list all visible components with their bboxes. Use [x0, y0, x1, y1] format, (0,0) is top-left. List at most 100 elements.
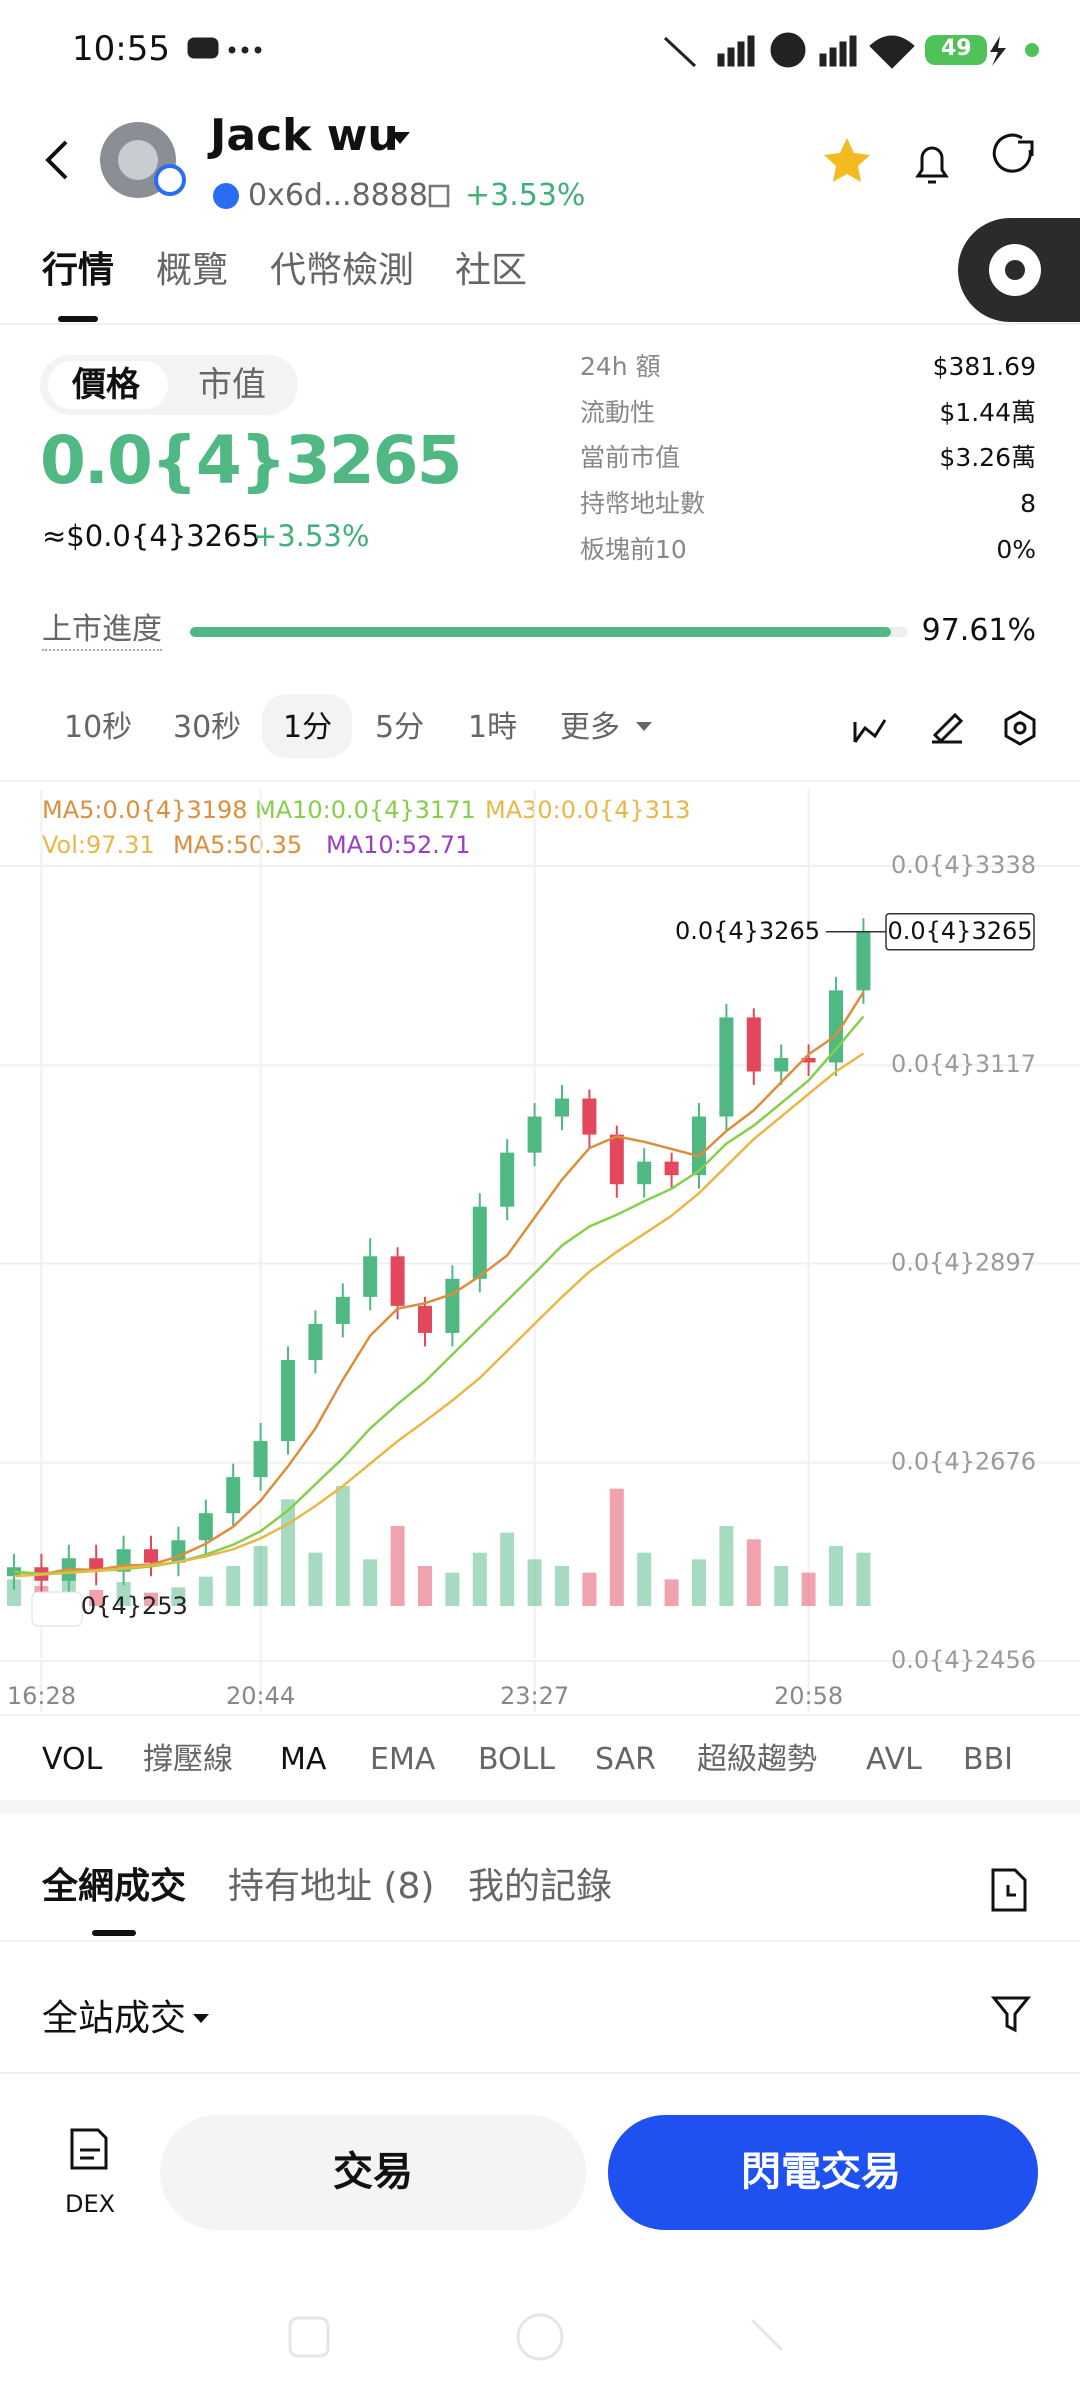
toggle-active[interactable] — [48, 361, 168, 409]
stat-value: $3.26萬 — [939, 443, 1036, 472]
candle-body — [719, 1017, 734, 1117]
favorite-star[interactable] — [824, 138, 870, 182]
indicator[interactable]: BBI — [963, 1742, 1014, 1777]
tab[interactable]: 行情 — [42, 250, 115, 291]
stat-value: 8 — [1020, 489, 1036, 518]
indicator[interactable]: MA — [280, 1742, 327, 1777]
legend-entry: MA5:50.35 — [173, 831, 302, 859]
timeframe[interactable]: 30秒 — [173, 710, 242, 745]
header-change: +3.53% — [465, 178, 586, 213]
expand-icon[interactable] — [31, 1591, 83, 1627]
filter-icon[interactable] — [990, 1996, 1032, 2033]
volume-bar — [198, 1576, 213, 1606]
tab[interactable]: 概覽 — [156, 250, 229, 291]
tab-underline — [58, 316, 98, 322]
volume-bar — [89, 1590, 104, 1606]
candle-body — [856, 931, 871, 991]
stat-label: 當前市值 — [580, 443, 681, 472]
candle-body — [500, 1152, 515, 1207]
volume-bar — [609, 1488, 624, 1606]
filter-caret[interactable] — [193, 2014, 209, 2023]
settings-icon[interactable] — [1004, 710, 1036, 746]
flash-trade-label[interactable]: 閃電交易 — [741, 2149, 901, 2195]
chain-icon — [213, 183, 239, 209]
flash-trade-button[interactable] — [608, 2115, 1038, 2230]
timeframe-active[interactable] — [262, 694, 352, 758]
toggle-option[interactable]: 價格 — [72, 365, 140, 405]
indicator[interactable]: BOLL — [478, 1742, 556, 1777]
volume-bar — [335, 1486, 350, 1606]
timeframe[interactable]: 更多 — [560, 710, 620, 745]
token-address[interactable]: 0x6d...8888 — [248, 178, 428, 213]
y-tick-label: 0.0{4}2676 — [891, 1448, 1036, 1476]
timeframe[interactable]: 10秒 — [64, 710, 133, 745]
history-icon[interactable] — [991, 1868, 1027, 1912]
candle-body — [390, 1256, 405, 1306]
tab[interactable]: 代幣檢測 — [270, 250, 415, 291]
stat-label: 持幣地址數 — [580, 489, 706, 518]
indicator[interactable]: VOL — [42, 1742, 103, 1777]
timeframe[interactable]: 5分 — [375, 710, 425, 745]
price: 0.0{4}3265 — [40, 422, 463, 499]
candle-body — [801, 1057, 816, 1063]
indicator[interactable]: 超級趨勢 — [697, 1742, 817, 1777]
progress-track — [190, 627, 908, 637]
volume-bar — [829, 1546, 843, 1606]
candle-body — [664, 1161, 679, 1176]
draw-icon[interactable] — [932, 712, 964, 744]
alert-bell[interactable] — [915, 146, 949, 184]
share-icon[interactable] — [992, 133, 1034, 173]
settings-icon-center — [1013, 721, 1027, 735]
candle-body — [335, 1296, 350, 1324]
toggle-option[interactable]: 市值 — [198, 365, 266, 405]
indicator[interactable]: EMA — [370, 1742, 436, 1777]
candle-body — [746, 1017, 761, 1072]
volume-bar — [664, 1579, 679, 1606]
nav-home[interactable] — [516, 2313, 564, 2361]
trade-tab[interactable]: 我的記錄 — [468, 1866, 613, 1907]
candle-body — [774, 1057, 789, 1072]
dex-icon[interactable] — [70, 2128, 108, 2170]
copy-icon[interactable] — [428, 184, 450, 208]
trade-filter[interactable]: 全站成交 — [42, 1998, 187, 2039]
timeframe[interactable]: 1分 — [283, 710, 333, 745]
indicator[interactable]: AVL — [866, 1742, 922, 1777]
volume-bar — [856, 1552, 871, 1606]
indicator[interactable]: 撐壓線 — [143, 1742, 233, 1777]
indicator[interactable]: SAR — [595, 1742, 656, 1777]
nav-recent[interactable] — [288, 2316, 330, 2358]
volume-bar — [390, 1526, 405, 1606]
indicator-icon[interactable] — [853, 719, 887, 743]
back-button[interactable] — [45, 140, 68, 180]
volume-bar — [774, 1566, 789, 1606]
legend-entry: Vol:97.31 — [42, 831, 155, 859]
floating-logo-inner — [1005, 260, 1025, 280]
legend-entry: MA5:0.0{4}3198 — [42, 796, 248, 824]
stat-label: 板塊前10 — [580, 535, 687, 564]
last-price-tag: 0.0{4}3265 — [887, 917, 1032, 945]
token-name[interactable]: Jack wu — [210, 110, 399, 161]
status-icons — [187, 32, 915, 69]
candle-body — [527, 1116, 542, 1153]
candle-body — [253, 1441, 268, 1478]
dex-label[interactable]: DEX — [65, 2190, 116, 2218]
y-tick-label: 0.0{4}2456 — [891, 1646, 1036, 1674]
stat-value: $381.69 — [932, 352, 1036, 381]
trade-label[interactable]: 交易 — [333, 2149, 413, 2195]
candle-body — [281, 1359, 295, 1442]
more-caret[interactable] — [636, 722, 652, 731]
nav-back[interactable] — [750, 2318, 784, 2352]
tab[interactable]: 社区 — [455, 250, 528, 291]
timeframe[interactable]: 1時 — [468, 710, 518, 745]
x-tick-label: 20:44 — [226, 1682, 295, 1710]
trade-button[interactable] — [160, 2115, 586, 2230]
volume-bar — [527, 1559, 542, 1606]
name-caret[interactable] — [390, 132, 410, 144]
trade-tab[interactable]: 全網成交 — [42, 1866, 187, 1907]
stat-label: 24h 額 — [580, 352, 661, 381]
trade-tab[interactable]: 持有地址 (8) — [228, 1866, 435, 1907]
x-tick-label: 23:27 — [500, 1682, 569, 1710]
